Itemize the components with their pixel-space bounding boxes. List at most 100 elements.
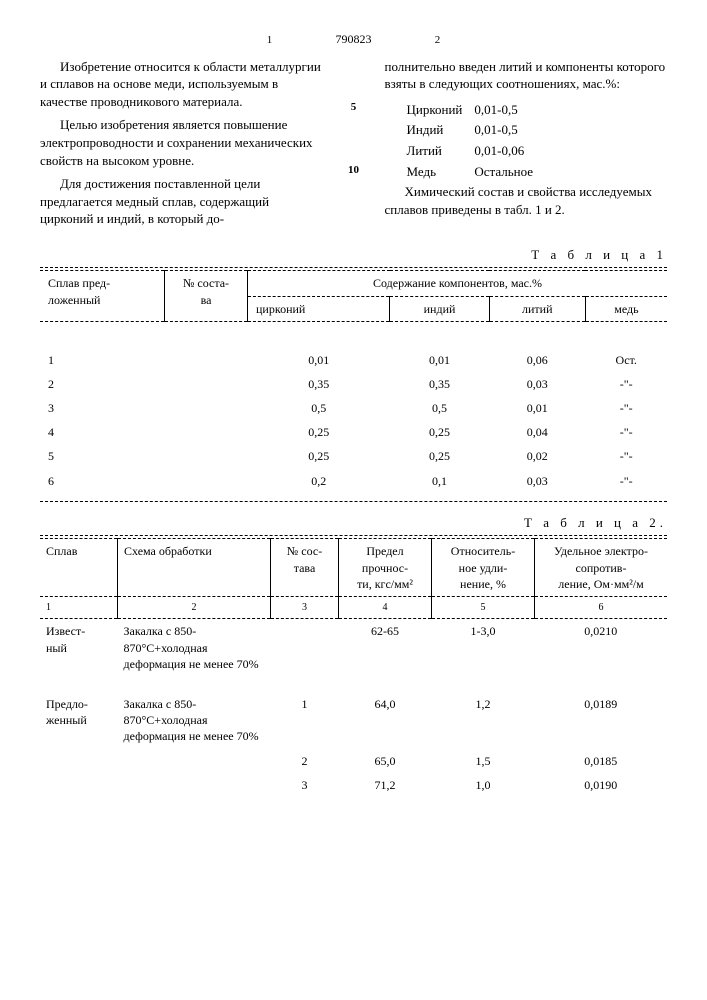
- t2-cell: 0,0185: [535, 749, 668, 773]
- body-columns: Изобретение относится к области металлур…: [40, 58, 667, 234]
- ratio-table: Цирконий0,01-0,5 Индий0,01-0,5 Литий0,01…: [405, 99, 546, 183]
- t2-cell: 0,0190: [535, 773, 668, 797]
- ratio-name: Литий: [407, 142, 473, 161]
- t1-cell: 5: [40, 444, 165, 468]
- t2-cell: 3: [271, 773, 339, 797]
- t1-cell: 0,06: [489, 348, 585, 372]
- col-num-left: 1: [267, 34, 273, 46]
- ratio-val: 0,01-0,5: [474, 101, 543, 120]
- margin-5: 5: [347, 100, 361, 115]
- t1-cell: 2: [40, 372, 165, 396]
- table-row: 30,50,50,01-"-: [40, 396, 667, 420]
- margin-10: 10: [347, 163, 361, 178]
- t2-h1: Сплав: [40, 539, 118, 597]
- t2-small: 3: [271, 596, 339, 619]
- t2-cell: 1,2: [432, 692, 535, 749]
- t2-small: 4: [339, 596, 432, 619]
- t1-cell: 6: [40, 469, 165, 493]
- t2-small: 5: [432, 596, 535, 619]
- t1-sub: индий: [390, 296, 489, 321]
- table-row: 20,350,350,03-"-: [40, 372, 667, 396]
- t1-cell: 0,25: [390, 420, 489, 444]
- t2-cell: 2: [271, 749, 339, 773]
- t2-h6: Удельное электро- сопротив- ление, Ом·мм…: [535, 539, 668, 597]
- t1-cell: 0,35: [390, 372, 489, 396]
- margin-numbers: 5 10: [347, 58, 361, 234]
- t1-cell: 0,5: [390, 396, 489, 420]
- t1-cell: 0,04: [489, 420, 585, 444]
- t1-cell: 0,2: [248, 469, 390, 493]
- table-row: 2 65,0 1,5 0,0185: [40, 749, 667, 773]
- t2-cell: 1: [271, 692, 339, 749]
- t2-cell: Извест- ный: [40, 619, 118, 676]
- t2-cell: 62-65: [339, 619, 432, 676]
- t2-cell: 65,0: [339, 749, 432, 773]
- col-num-right: 2: [435, 34, 441, 46]
- t2-cell: 64,0: [339, 692, 432, 749]
- t1-cell: 0,35: [248, 372, 390, 396]
- t2-h2: Схема обработки: [118, 539, 271, 597]
- ratio-name: Индий: [407, 121, 473, 140]
- t2-h4: Предел прочнос- ти, кгс/мм²: [339, 539, 432, 597]
- t2-cell: Предло- женный: [40, 692, 118, 749]
- t2-cell: 1,5: [432, 749, 535, 773]
- doc-number: 790823: [336, 31, 372, 47]
- ratio-name: Цирконий: [407, 101, 473, 120]
- table1-caption: Т а б л и ц а 1: [40, 246, 667, 264]
- table1: Сплав пред- ложенный № соста- ва Содержа…: [40, 270, 667, 493]
- table-row: 40,250,250,04-"-: [40, 420, 667, 444]
- t1-cell: Ост.: [585, 348, 667, 372]
- t2-h5: Относитель- ное удли- нение, %: [432, 539, 535, 597]
- t1-cell: 0,25: [248, 444, 390, 468]
- t1-cell: 0,03: [489, 372, 585, 396]
- t2-small: 6: [535, 596, 668, 619]
- t1-cell: 1: [40, 348, 165, 372]
- t1-cell: 0,02: [489, 444, 585, 468]
- ratio-val: 0,01-0,06: [474, 142, 543, 161]
- doc-header: 1 790823 2: [40, 30, 667, 48]
- t2-small: 1: [40, 596, 118, 619]
- t2-cell: 0,0189: [535, 692, 668, 749]
- table-row: Извест- ный Закалка с 850-870°С+холодная…: [40, 619, 667, 676]
- t1-h2: № соста- ва: [165, 271, 248, 321]
- t2-small: 2: [118, 596, 271, 619]
- t2-cell: Закалка с 850-870°С+холодная деформация …: [118, 692, 271, 749]
- t1-cell: -"-: [585, 396, 667, 420]
- right-p1: полнительно введен литий и компоненты ко…: [385, 58, 668, 93]
- table-row: Предло- женный Закалка с 850-870°С+холод…: [40, 692, 667, 749]
- t1-cell: 0,25: [390, 444, 489, 468]
- t2-cell: 71,2: [339, 773, 432, 797]
- t1-cell: 0,03: [489, 469, 585, 493]
- table2-caption: Т а б л и ц а 2.: [40, 514, 667, 532]
- t2-cell: [271, 619, 339, 676]
- t1-sub: цирконий: [248, 296, 390, 321]
- t2-cell: Закалка с 850-870°С+холодная деформация …: [118, 619, 271, 676]
- t2-cell: 1-3,0: [432, 619, 535, 676]
- t1-h1: Сплав пред- ложенный: [40, 271, 165, 321]
- t1-cell: 0,1: [390, 469, 489, 493]
- t1-cell: 0,01: [390, 348, 489, 372]
- t1-cell: -"-: [585, 444, 667, 468]
- t1-cell: -"-: [585, 420, 667, 444]
- t1-cell: 4: [40, 420, 165, 444]
- t2-h3: № сос- тава: [271, 539, 339, 597]
- t1-cell: 0,25: [248, 420, 390, 444]
- t1-cell: -"-: [585, 372, 667, 396]
- right-p2: Химический состав и свойства исследуемых…: [385, 183, 668, 218]
- table-row: 3 71,2 1,0 0,0190: [40, 773, 667, 797]
- t1-cell: 0,01: [489, 396, 585, 420]
- ratio-name: Медь: [407, 163, 473, 182]
- t1-cell: -"-: [585, 469, 667, 493]
- t1-cell: 0,5: [248, 396, 390, 420]
- t1-h-group: Содержание компонентов, мас.%: [248, 271, 668, 296]
- left-column: Изобретение относится к области металлур…: [40, 58, 323, 234]
- t1-sub: литий: [489, 296, 585, 321]
- t2-cell: 1,0: [432, 773, 535, 797]
- left-p1: Изобретение относится к области металлур…: [40, 58, 323, 111]
- t1-cell: 3: [40, 396, 165, 420]
- left-p3: Для достижения поставленной цели предлаг…: [40, 175, 323, 228]
- ratio-val: 0,01-0,5: [474, 121, 543, 140]
- t1-sub: медь: [585, 296, 667, 321]
- left-p2: Целью изобретения является повышение эле…: [40, 116, 323, 169]
- ratio-val: Остальное: [474, 163, 543, 182]
